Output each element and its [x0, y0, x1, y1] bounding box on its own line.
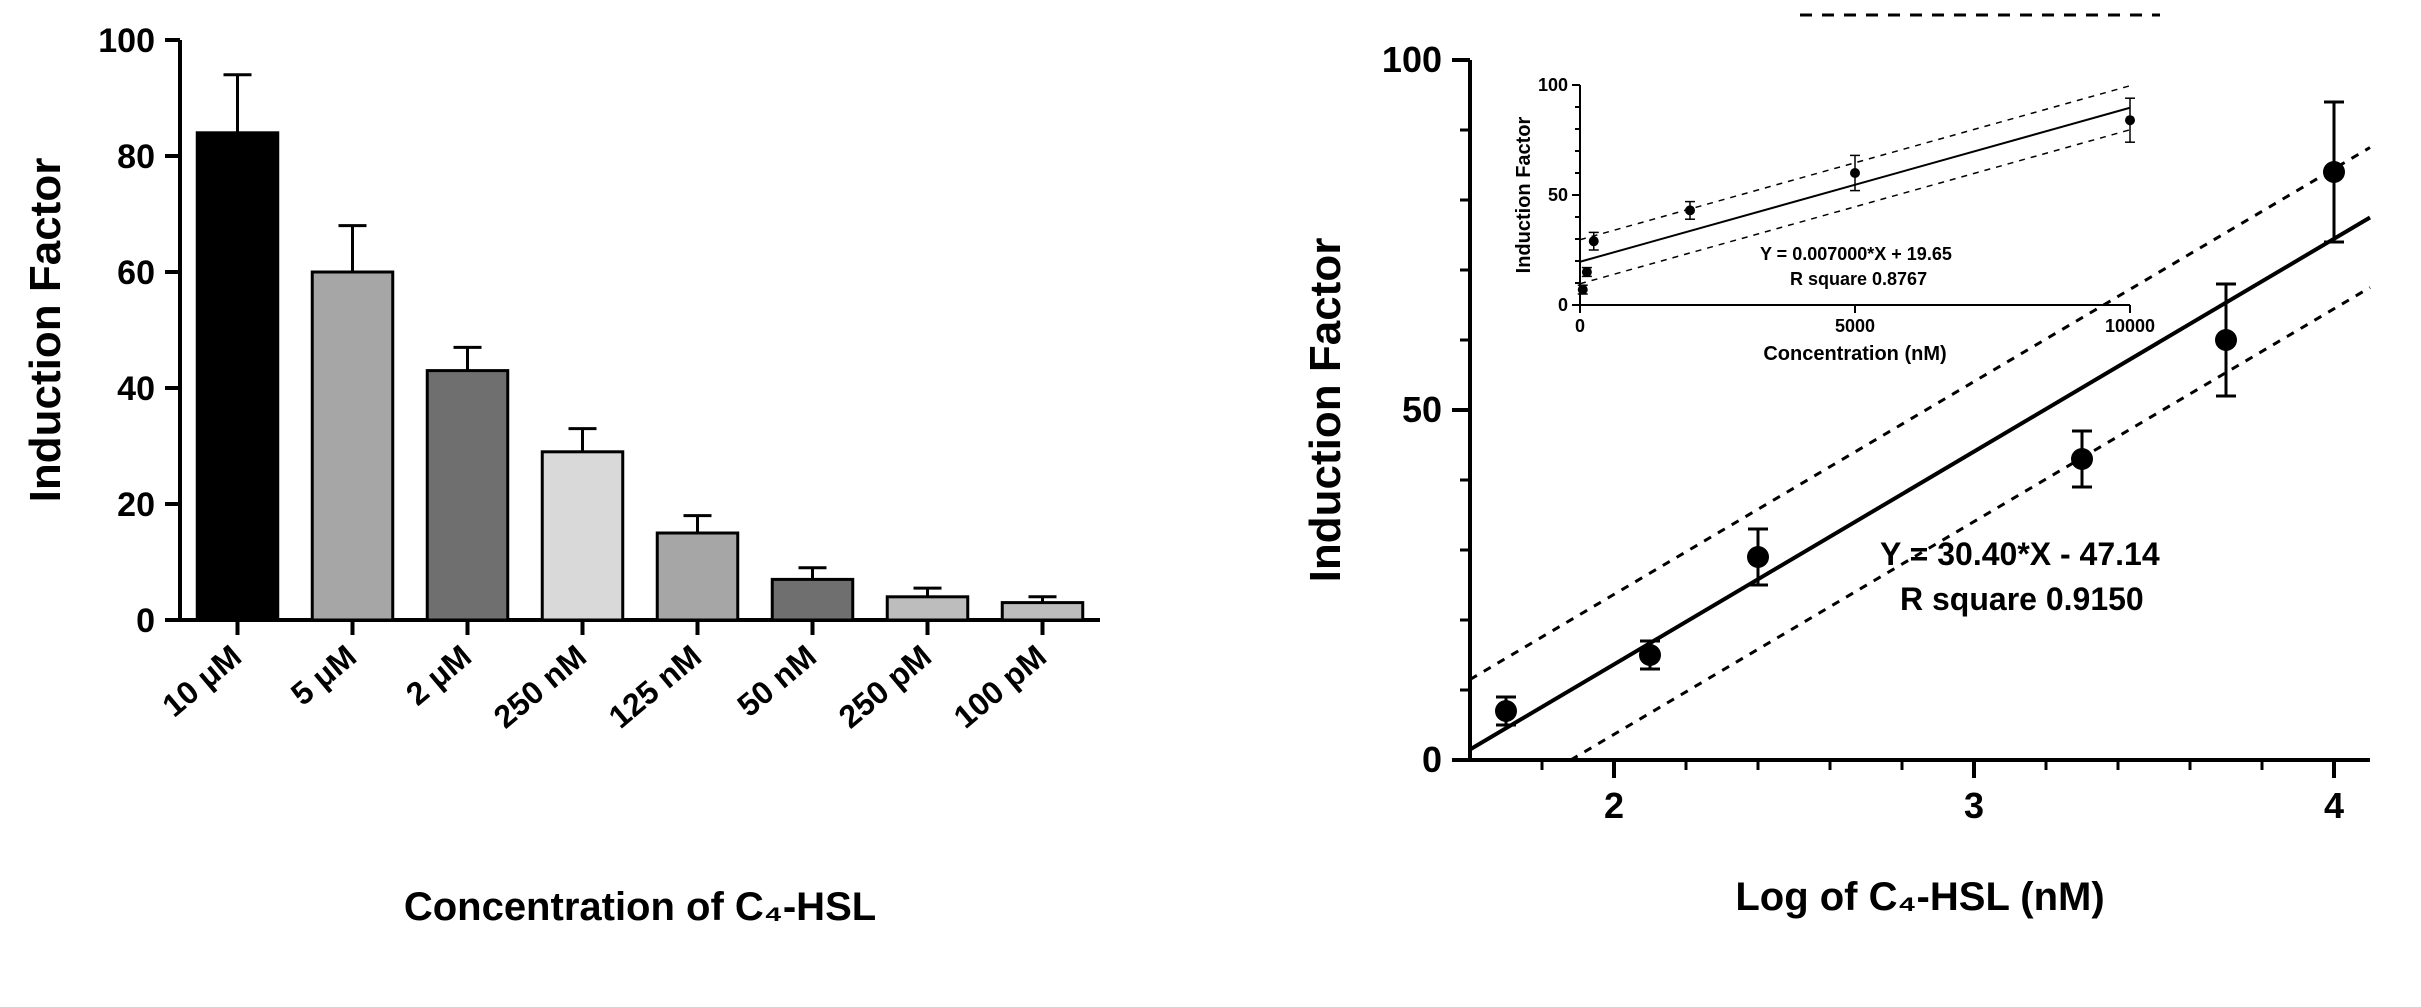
inset-equation: Y = 0.007000*X + 19.65: [1760, 244, 1952, 264]
inset-ytick-0: 0: [1558, 295, 1568, 315]
inset-rsq: R square 0.8767: [1790, 269, 1927, 289]
scatter-points: [1495, 102, 2345, 725]
bar-ytick-60-label: 60: [117, 254, 155, 292]
bar-ytick-100-label: 100: [98, 22, 155, 60]
inset-scatter-point: [1850, 168, 1860, 178]
bar-ytick-40-label: 40: [117, 370, 155, 408]
bars-group: [197, 75, 1083, 635]
scatter-inset: 0 50 100: [1513, 75, 2155, 365]
bar-category-label: 10 μM: [155, 638, 248, 724]
bar-y-ticks: 0 20 40 60 80 100: [98, 22, 180, 640]
fit-line: [1470, 218, 2370, 750]
scatter-fit: [1470, 148, 2370, 761]
inset-scatter-point: [2125, 115, 2135, 125]
bar-category-label: 250 nM: [487, 638, 593, 735]
inset-xtick-10000: 10000: [2105, 316, 2155, 336]
scatter-point: [1639, 644, 1661, 666]
scatter-ytick-0: 0: [1422, 739, 1442, 780]
inset-xlabel: Concentration (nM): [1763, 343, 1946, 365]
inset-scatter-point: [1582, 267, 1592, 277]
inset-xtick-5000: 5000: [1835, 316, 1875, 336]
bar: [1002, 603, 1083, 620]
bar-chart-svg: 0 20 40 60 80 100 Induction Factor C: [0, 0, 1150, 1002]
bar-category-labels: 10 μM 5 μM 2 μM250 nM125 nM 50 nM250 pM100 …: [155, 638, 1053, 735]
bar-category-label: 100 pM: [947, 638, 1053, 735]
scatter-ylabel: Induction Factor: [1301, 238, 1350, 583]
scatter-point: [2323, 161, 2345, 183]
scatter-xtick-4: 4: [2324, 785, 2344, 826]
bar-category-label: 5 μM: [284, 638, 363, 712]
bar: [887, 597, 968, 620]
scatter-ytick-100: 100: [1382, 39, 1442, 80]
bar-chart-ylabel: Induction Factor: [21, 158, 70, 503]
inset-scatter-point: [1578, 285, 1588, 295]
bar-ytick-0-label: 0: [136, 602, 155, 640]
scatter-point: [2071, 448, 2093, 470]
scatter-rsq: R square 0.9150: [1900, 581, 2144, 617]
bar: [427, 371, 508, 620]
bar: [657, 533, 738, 620]
scatter-xtick-3: 3: [1964, 785, 1984, 826]
bar: [312, 272, 393, 620]
inset-scatter-point: [1685, 205, 1695, 215]
inset-scatter-point: [1589, 236, 1599, 246]
scatter-xtick-2: 2: [1604, 785, 1624, 826]
figure-page: 0 20 40 60 80 100 Induction Factor C: [0, 0, 2421, 1002]
bar-category-label: 2 μM: [399, 638, 478, 712]
scatter-ytick-50: 50: [1402, 389, 1442, 430]
bar-chart-xlabel: Concentration of C₄-HSL: [404, 885, 876, 929]
bar: [197, 133, 278, 620]
bar-ytick-80-label: 80: [117, 138, 155, 176]
bar-category-label: 250 pM: [832, 638, 938, 735]
bar: [542, 452, 623, 620]
bar-category-label: 50 nM: [730, 638, 823, 724]
ci-lower: [1571, 288, 2370, 761]
inset-ytick-100: 100: [1538, 75, 1568, 95]
inset-ytick-50: 50: [1548, 185, 1568, 205]
scatter-point: [1747, 546, 1769, 568]
scatter-panel: 0 50 100: [1260, 0, 2420, 1002]
inset-xtick-0: 0: [1575, 316, 1585, 336]
scatter-point: [1495, 700, 1517, 722]
scatter-svg: 0 50 100: [1260, 0, 2420, 1002]
bar-category-label: 125 nM: [602, 638, 708, 735]
inset-ylabel: Induction Factor: [1513, 116, 1535, 273]
bar: [772, 579, 853, 620]
bar-ytick-20-label: 20: [117, 486, 155, 524]
scatter-equation: Y = 30.40*X - 47.14: [1880, 536, 2160, 572]
scatter-xlabel: Log of C₄-HSL (nM): [1735, 875, 2104, 919]
inset-points: [1578, 98, 2135, 294]
bar-chart-panel: 0 20 40 60 80 100 Induction Factor C: [0, 0, 1150, 1002]
scatter-point: [2215, 329, 2237, 351]
